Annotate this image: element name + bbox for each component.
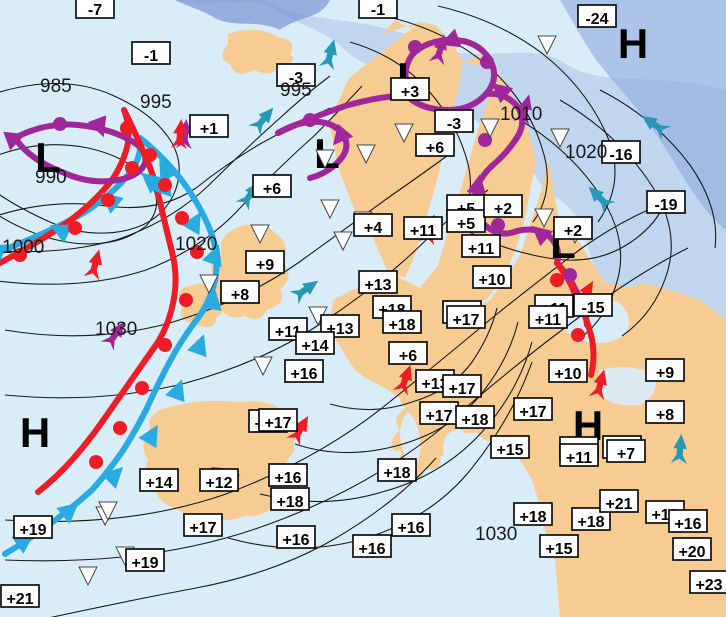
svg-text:+14: +14 bbox=[301, 338, 328, 355]
svg-text:1020: 1020 bbox=[175, 234, 217, 255]
svg-text:-16: -16 bbox=[609, 147, 632, 164]
svg-text:990: 990 bbox=[35, 167, 67, 188]
svg-text:+14: +14 bbox=[145, 475, 172, 492]
svg-text:+5: +5 bbox=[457, 216, 475, 233]
svg-text:+18: +18 bbox=[388, 317, 415, 334]
svg-text:+16: +16 bbox=[397, 520, 424, 537]
svg-text:+16: +16 bbox=[358, 541, 385, 558]
svg-text:+21: +21 bbox=[6, 591, 33, 608]
svg-text:995: 995 bbox=[280, 80, 312, 101]
svg-text:+16: +16 bbox=[674, 516, 701, 533]
svg-text:+2: +2 bbox=[494, 201, 512, 218]
svg-text:+7: +7 bbox=[617, 446, 635, 463]
svg-text:+8: +8 bbox=[656, 407, 674, 424]
svg-text:+18: +18 bbox=[276, 494, 303, 511]
svg-text:+18: +18 bbox=[383, 465, 410, 482]
svg-text:+16: +16 bbox=[274, 470, 301, 487]
svg-text:1000: 1000 bbox=[2, 237, 44, 258]
svg-text:+12: +12 bbox=[205, 475, 232, 492]
svg-text:-15: -15 bbox=[581, 300, 604, 317]
svg-text:+17: +17 bbox=[519, 404, 546, 421]
svg-text:H: H bbox=[618, 20, 648, 67]
svg-text:+10: +10 bbox=[554, 366, 581, 383]
svg-text:+19: +19 bbox=[19, 522, 46, 539]
svg-text:1030: 1030 bbox=[475, 524, 517, 545]
svg-text:+3: +3 bbox=[401, 84, 419, 101]
svg-text:+23: +23 bbox=[695, 577, 722, 594]
svg-text:+11: +11 bbox=[566, 450, 592, 467]
svg-text:+21: +21 bbox=[605, 496, 632, 513]
svg-text:+6: +6 bbox=[426, 140, 444, 157]
svg-text:1020: 1020 bbox=[565, 142, 607, 163]
svg-text:+17: +17 bbox=[189, 520, 216, 537]
svg-text:+16: +16 bbox=[290, 366, 317, 383]
svg-text:+6: +6 bbox=[399, 348, 417, 365]
svg-text:+11: +11 bbox=[468, 241, 494, 258]
svg-text:+17: +17 bbox=[448, 381, 475, 398]
svg-text:-3: -3 bbox=[447, 116, 461, 133]
svg-text:-7: -7 bbox=[88, 2, 102, 19]
svg-text:+17: +17 bbox=[425, 408, 452, 425]
svg-text:995: 995 bbox=[140, 92, 172, 113]
svg-text:+18: +18 bbox=[577, 514, 604, 531]
svg-text:-19: -19 bbox=[654, 197, 677, 214]
svg-text:+1: +1 bbox=[200, 121, 218, 138]
svg-text:+20: +20 bbox=[678, 544, 705, 561]
svg-text:+18: +18 bbox=[519, 509, 546, 526]
svg-text:-1: -1 bbox=[371, 2, 385, 19]
svg-text:+17: +17 bbox=[452, 312, 479, 329]
svg-text:+11: +11 bbox=[410, 223, 436, 240]
svg-text:+2: +2 bbox=[564, 223, 582, 240]
svg-text:+19: +19 bbox=[131, 555, 158, 572]
svg-text:+4: +4 bbox=[364, 220, 382, 237]
svg-text:985: 985 bbox=[40, 76, 72, 97]
svg-text:1010: 1010 bbox=[500, 104, 542, 125]
svg-text:+11: +11 bbox=[535, 312, 561, 329]
svg-text:+15: +15 bbox=[545, 541, 572, 558]
svg-text:+9: +9 bbox=[256, 257, 274, 274]
svg-text:+10: +10 bbox=[478, 272, 505, 289]
svg-text:+9: +9 bbox=[656, 365, 674, 382]
svg-text:-24: -24 bbox=[585, 11, 608, 28]
svg-text:+6: +6 bbox=[263, 181, 281, 198]
svg-text:+15: +15 bbox=[496, 442, 523, 459]
svg-text:+8: +8 bbox=[231, 287, 249, 304]
svg-text:1030: 1030 bbox=[95, 319, 137, 340]
svg-text:-1: -1 bbox=[144, 48, 158, 65]
svg-text:+18: +18 bbox=[461, 412, 488, 429]
svg-text:+16: +16 bbox=[282, 532, 309, 549]
svg-text:+13: +13 bbox=[364, 277, 391, 294]
svg-text:H: H bbox=[20, 409, 50, 456]
svg-text:+17: +17 bbox=[264, 415, 291, 432]
